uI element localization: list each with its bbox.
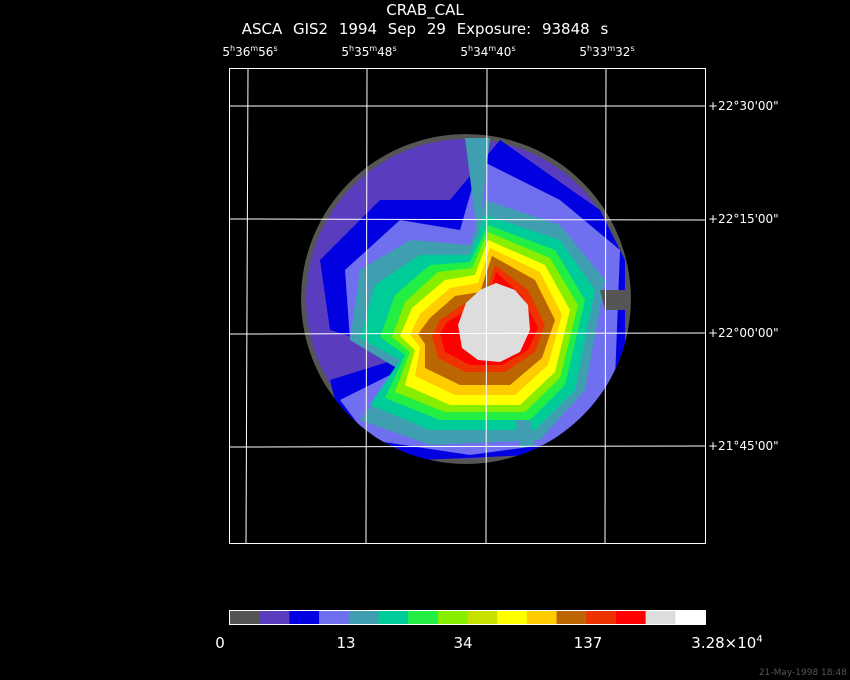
scale-tick-13: 13	[336, 634, 356, 652]
ra-label-3: 5h34m40s	[460, 44, 516, 59]
color-scale-segment	[556, 611, 587, 624]
observation-subtitle: ASCA GIS2 1994 Sep 29 Exposure: 93848 s	[241, 20, 609, 38]
coordinate-grid	[229, 68, 706, 544]
scale-tick-137: 137	[573, 634, 603, 652]
color-scale-segment	[497, 611, 528, 624]
color-scale-segment	[437, 611, 468, 624]
dec-label-2: +22°15'00"	[708, 212, 779, 226]
color-scale-segment	[526, 611, 558, 624]
dec-label-3: +22°00'00"	[708, 326, 779, 340]
color-scale-segment	[586, 611, 617, 624]
color-scale-segment	[378, 611, 409, 624]
color-scale-segment	[230, 611, 261, 624]
scale-tick-max: 3.28×104	[691, 634, 763, 652]
image-title: CRAB_CAL	[386, 1, 464, 19]
dec-label-4: +21°45'00"	[708, 439, 779, 453]
color-scale-segment	[615, 611, 647, 624]
dec-label-1: +22°30'00"	[708, 99, 779, 113]
detector-field-of-view	[301, 134, 631, 464]
color-scale-segment	[408, 611, 439, 624]
ra-label-2: 5h35m48s	[341, 44, 397, 59]
timestamp: 21-May-1998 18:48	[758, 668, 847, 678]
color-scale-segment	[645, 611, 676, 624]
color-scale-segment	[289, 611, 320, 624]
color-scale-segment	[319, 611, 350, 624]
color-scale-bar	[230, 611, 706, 624]
color-scale-frame	[229, 610, 706, 625]
color-scale-segment	[675, 611, 706, 624]
color-scale-segment	[467, 611, 498, 624]
scale-tick-34: 34	[453, 634, 473, 652]
color-scale-segment	[259, 611, 290, 624]
color-scale-segment	[348, 611, 379, 624]
ra-label-1: 5h36m56s	[222, 44, 278, 59]
ra-label-4: 5h33m32s	[579, 44, 635, 59]
scale-tick-0: 0	[215, 634, 225, 652]
